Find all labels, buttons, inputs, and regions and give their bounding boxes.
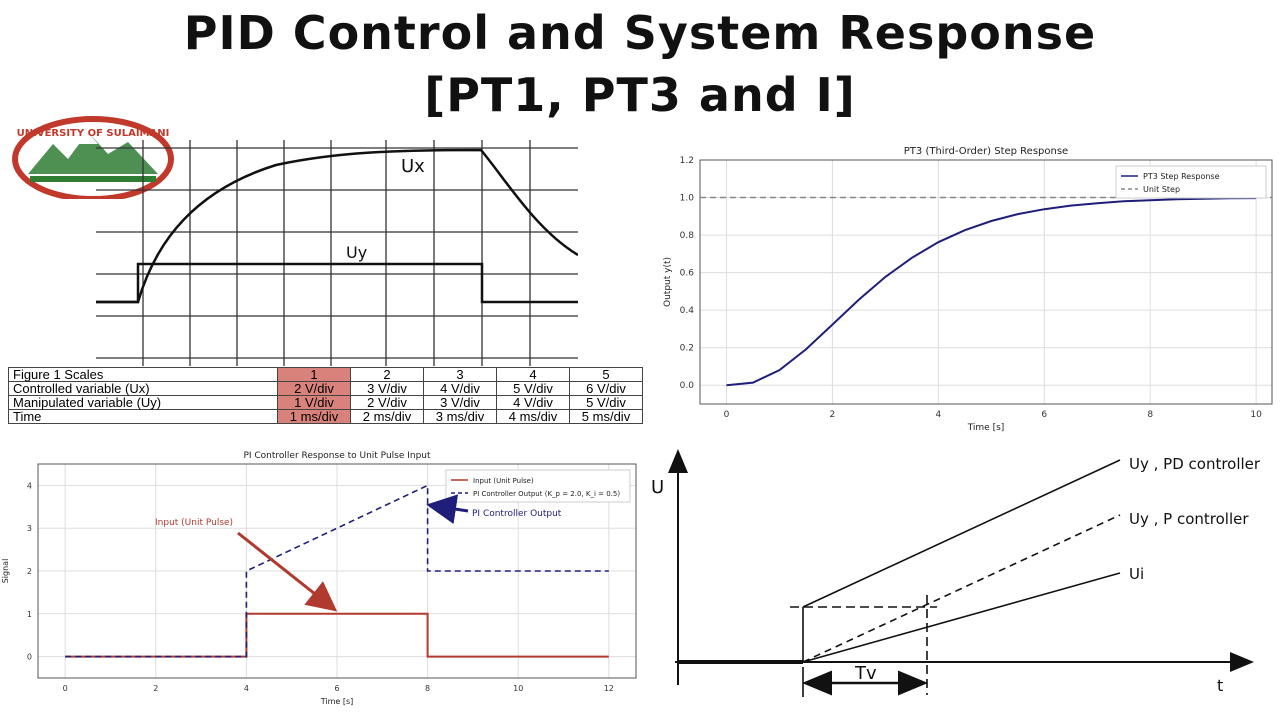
ux-label: Ux xyxy=(401,156,425,177)
y-tick-label: 0.2 xyxy=(680,344,694,354)
uy-label: Uy xyxy=(346,243,367,262)
pd-line xyxy=(802,459,1121,608)
page-subtitle: [PT1, PT3 and I] xyxy=(424,68,856,122)
table-row: Time 1 ms/div 2 ms/div 3 ms/div 4 ms/div… xyxy=(8,409,643,424)
p-line xyxy=(802,514,1121,663)
x-axis-label: Time [s] xyxy=(320,697,354,706)
university-logo: UNIVERSITY OF SULAIMANI xyxy=(12,116,174,199)
x-tick-label: 4 xyxy=(244,684,249,693)
page-title: PID Control and System Response xyxy=(183,6,1097,60)
y-tick-label: 0 xyxy=(27,653,32,662)
plot-frame xyxy=(37,463,637,679)
plot-frame xyxy=(699,159,1273,405)
x-tick-label: 12 xyxy=(604,684,614,693)
y-tick-label: 2 xyxy=(27,567,32,576)
table-row: Controlled variable (Ux) 2 V/div 3 V/div… xyxy=(8,381,643,396)
i-line xyxy=(802,572,1121,663)
table-row: Manipulated variable (Uy) 1 V/div 2 V/di… xyxy=(8,395,643,410)
annotation-input-arrow xyxy=(237,531,338,612)
y-tick-label: 3 xyxy=(27,524,32,533)
x-tick-label: 8 xyxy=(425,684,430,693)
x-tick-label: 6 xyxy=(334,684,339,693)
y-tick-label: 1.0 xyxy=(680,194,695,204)
pt3-step-response-chart: 0 2 4 6 8 10 0.0 0.2 0.4 0.6 0.8 1.0 1.2 PT3 (Third-O… xyxy=(663,146,1273,432)
i-label: Ui xyxy=(1129,565,1144,583)
table-row: Figure 1 Scales 1 2 3 4 5 xyxy=(8,367,643,382)
legend-entry: PT3 Step Response xyxy=(1143,172,1220,181)
x-axis-label: Time [s] xyxy=(967,423,1005,432)
x-tick-label: 2 xyxy=(830,410,836,420)
y-tick-label: 0.4 xyxy=(680,306,695,316)
annotation-output-label: PI Controller Output xyxy=(472,509,562,519)
annotation-input-label: Input (Unit Pulse) xyxy=(155,518,233,528)
annotation-output-arrow xyxy=(426,494,469,524)
y-tick-label: 1.2 xyxy=(680,156,694,166)
y-tick-label: 0.6 xyxy=(680,269,695,279)
x-tick-label: 0 xyxy=(724,410,730,420)
y-tick-label: 4 xyxy=(27,481,32,490)
x-tick-label: 0 xyxy=(63,684,68,693)
x-tick-label: 10 xyxy=(1250,410,1262,420)
t-axis-label: t xyxy=(1217,676,1223,695)
logo-text: UNIVERSITY OF SULAIMANI xyxy=(17,128,170,139)
legend-box xyxy=(1115,165,1267,199)
y-tick-label: 0.0 xyxy=(680,381,695,391)
y-axis-label: Signal xyxy=(1,559,10,584)
x-tick-label: 6 xyxy=(1041,410,1047,420)
legend-box xyxy=(445,469,631,503)
y-axis-label: Output y(t) xyxy=(663,257,673,307)
legend-entry: Unit Step xyxy=(1143,185,1180,194)
legend-entry: PI Controller Output (K_p = 2.0, K_i = 0… xyxy=(473,490,620,498)
x-tick-label: 10 xyxy=(513,684,523,693)
x-tick-label: 4 xyxy=(935,410,941,420)
pd-label: Uy , PD controller xyxy=(1129,455,1261,473)
series-line-1 xyxy=(726,197,1257,387)
scope-chart: Ux Uy xyxy=(96,140,578,366)
series-line-2 xyxy=(65,484,609,658)
y-tick-label: 0.8 xyxy=(680,231,695,241)
x-tick-label: 8 xyxy=(1147,410,1153,420)
p-label: Uy , P controller xyxy=(1129,510,1249,528)
controller-diagram: U t Tv Uy , PD controller Uy , P control… xyxy=(651,449,1261,697)
tv-label: Tv xyxy=(854,663,877,684)
uy-curve xyxy=(96,262,578,304)
y-tick-label: 1 xyxy=(27,610,32,619)
u-axis-label: U xyxy=(651,477,664,498)
legend-entry: Input (Unit Pulse) xyxy=(473,477,534,485)
x-tick-label: 2 xyxy=(153,684,158,693)
scales-table: Figure 1 Scales 1 2 3 4 5 Controlled var… xyxy=(8,367,643,424)
ux-curve xyxy=(96,148,578,304)
chart-title: PI Controller Response to Unit Pulse Inp… xyxy=(243,451,431,461)
chart-title: PT3 (Third-Order) Step Response xyxy=(904,146,1068,157)
